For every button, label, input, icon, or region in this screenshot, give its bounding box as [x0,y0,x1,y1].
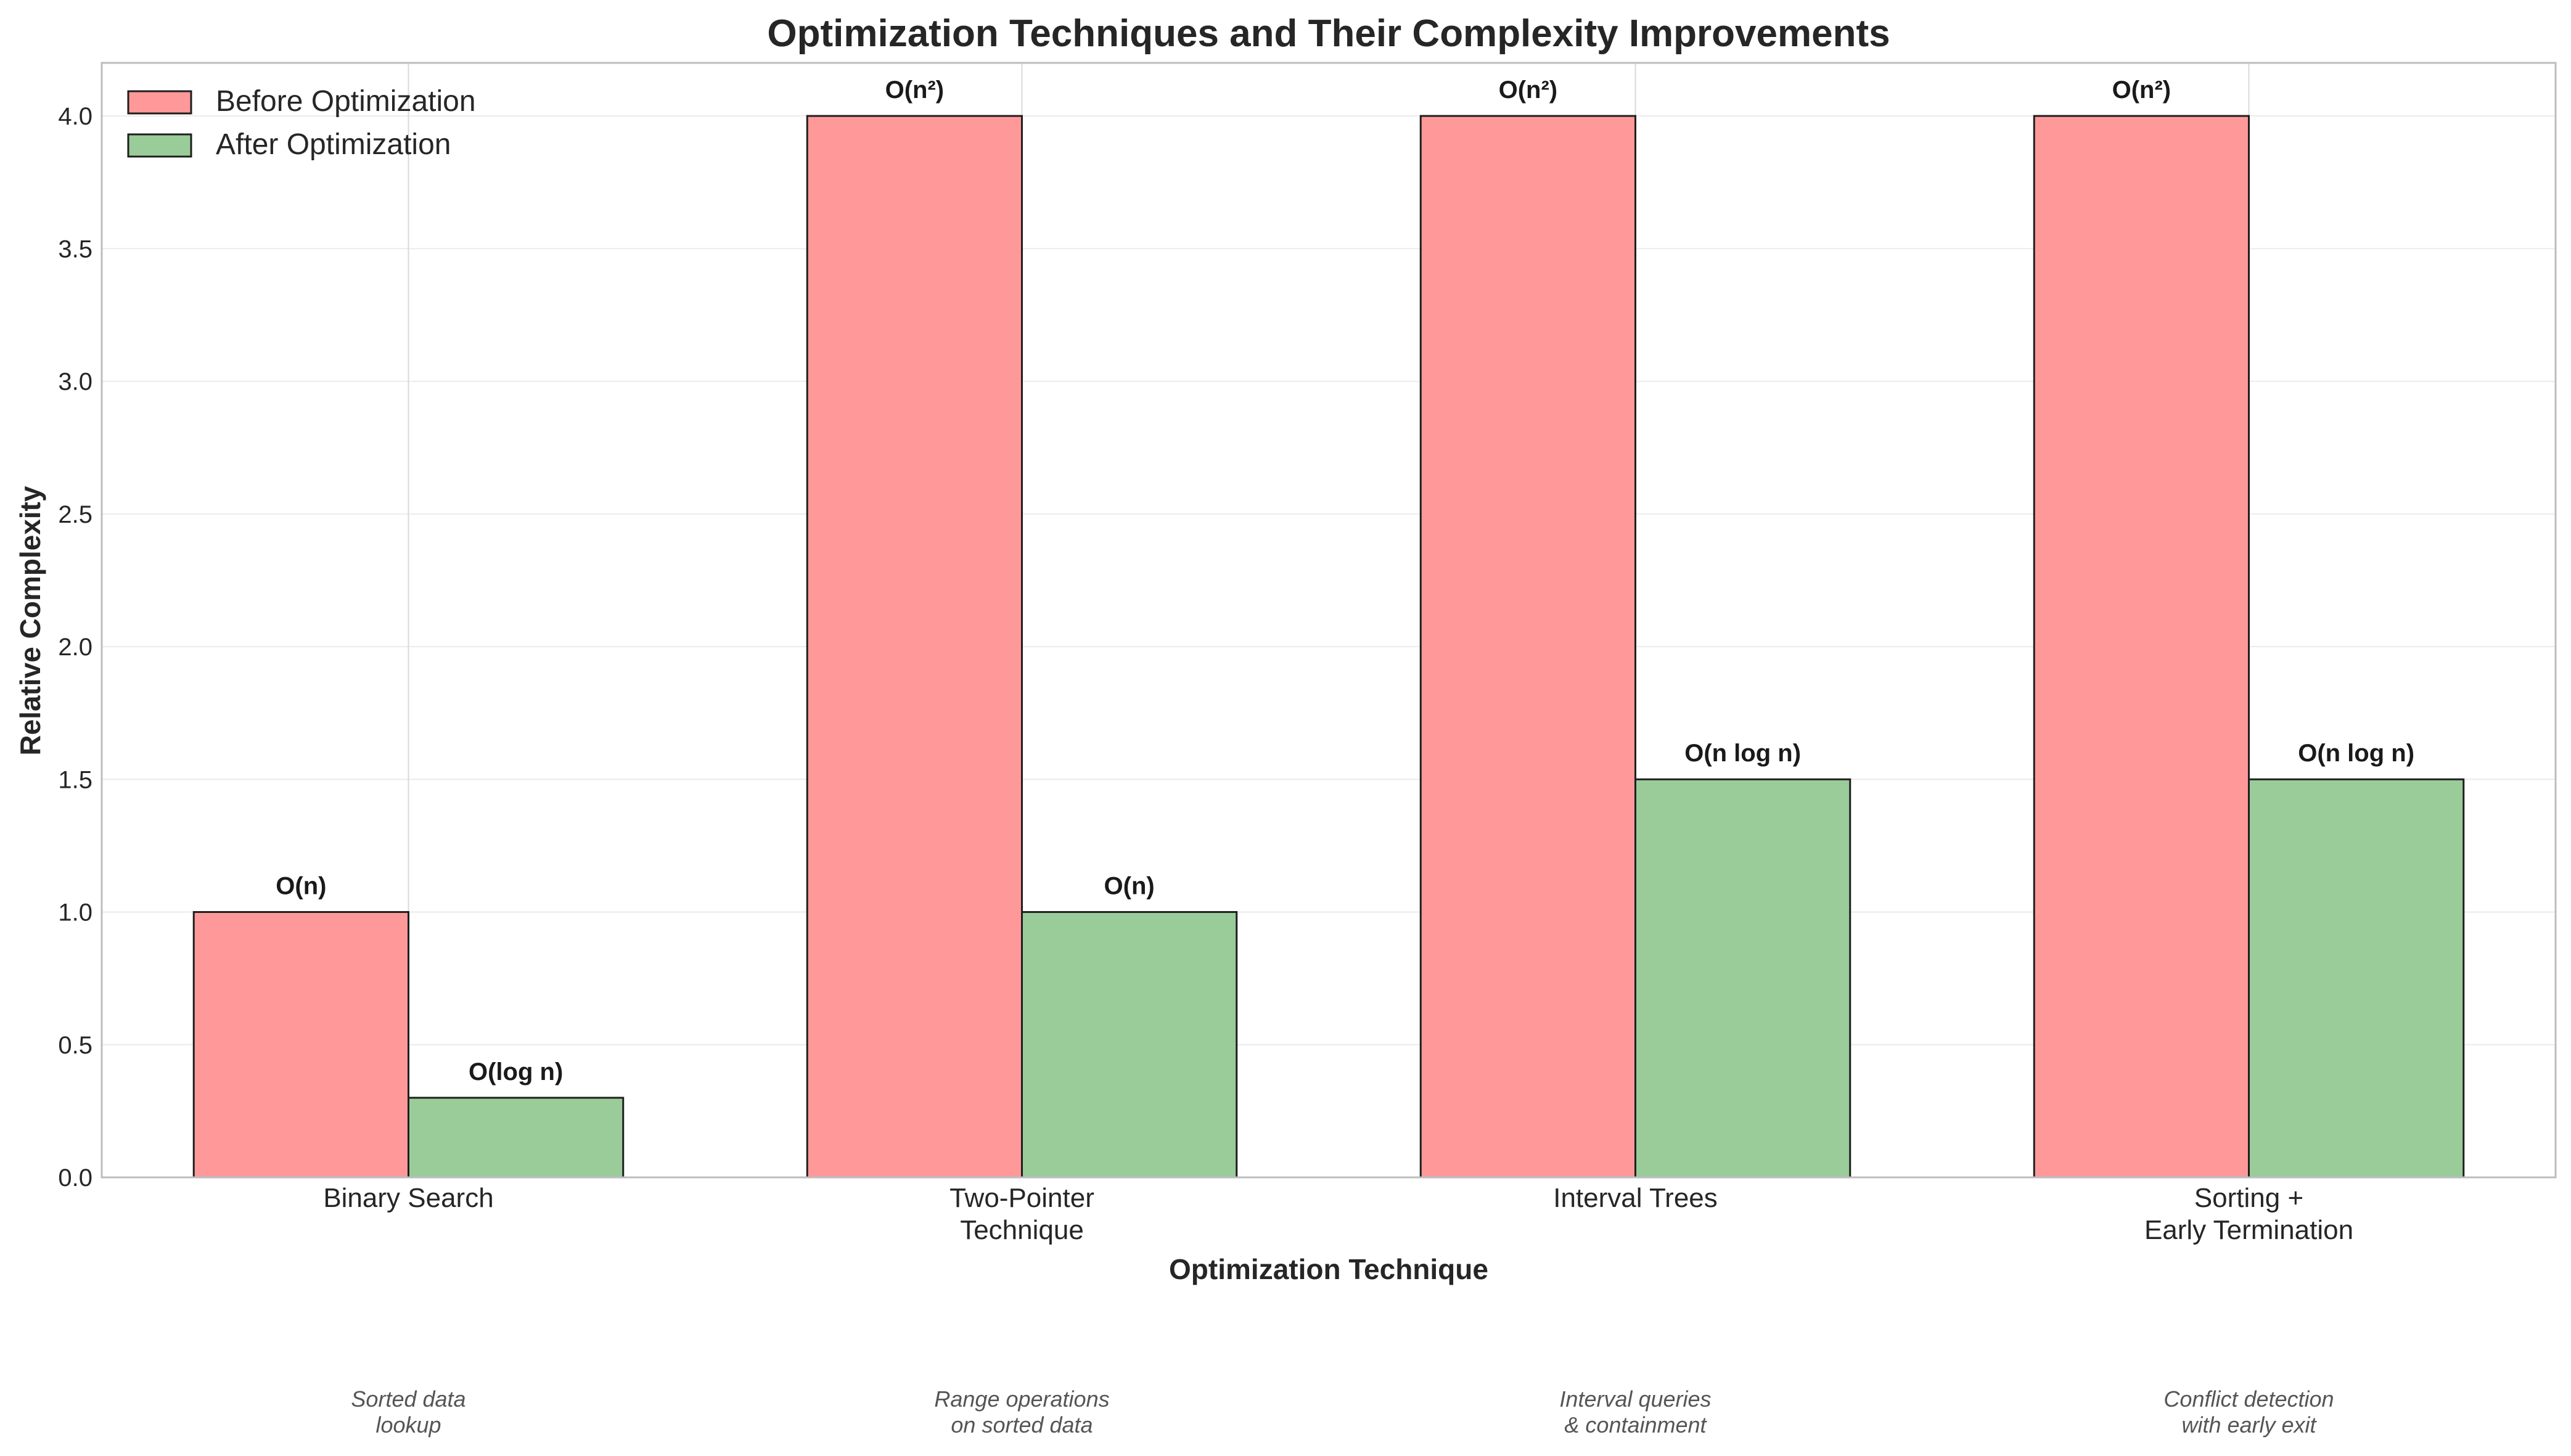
technique-note-line: on sorted data [951,1412,1093,1438]
technique-note-line: Range operations [934,1386,1109,1412]
y-tick-label: 1.0 [58,899,92,926]
y-tick-label: 2.0 [58,634,92,661]
bar-after-3 [2248,778,2465,1179]
x-tick-line: Technique [960,1215,1084,1245]
legend-swatch [127,133,192,158]
bar-before-1 [806,115,1023,1179]
label-before-1: O(n²) [885,76,945,104]
technique-note-line: Interval queries [1559,1386,1711,1412]
technique-notes: Sorted data lookup Range operations on sort… [351,1386,2334,1438]
bars [192,115,2465,1179]
y-tick-label: 3.5 [58,235,92,263]
plot-frame [100,62,2557,1179]
y-tick-label: 0.5 [58,1032,92,1059]
x-tick-label: Interval Trees [1553,1183,1718,1213]
bar-after-1 [1021,911,1238,1179]
x-tick-line: Sorting + [2194,1183,2303,1213]
x-tick-line: Binary Search [323,1183,493,1213]
legend: Before Optimization After Optimization [127,85,476,161]
legend-swatch [127,90,192,115]
y-tick-label: 0.0 [58,1164,92,1192]
label-after-0: O(log n) [469,1058,563,1086]
technique-note: Sorted data lookup [351,1386,465,1438]
technique-note-line: lookup [375,1412,441,1438]
x-tick-label: Sorting + Early Termination [2144,1183,2353,1245]
label-after-1: O(n) [1104,872,1155,899]
x-tick-line: Interval Trees [1553,1183,1718,1213]
y-axis-label: Relative Complexity [14,486,46,756]
legend-label: Before Optimization [216,85,476,118]
y-tick-label: 1.5 [58,766,92,793]
label-before-0: O(n) [276,872,326,899]
label-after-2: O(n log n) [1684,740,1801,767]
technique-note-line: & containment [1564,1412,1707,1438]
technique-note: Interval queries & containment [1559,1386,1711,1438]
x-ticks: Binary Search Two-Pointer Technique Interva… [323,1183,2353,1245]
technique-note-line: with early exit [2181,1412,2317,1438]
legend-label: After Optimization [216,128,451,161]
technique-note: Conflict detection with early exit [2163,1386,2334,1438]
bar-before-2 [1419,115,1636,1179]
technique-note-line: Sorted data [351,1386,465,1412]
technique-note: Range operations on sorted data [934,1386,1109,1438]
x-axis-label: Optimization Technique [1169,1253,1488,1285]
y-tick-label: 3.0 [58,369,92,396]
x-tick-label: Two-Pointer Technique [949,1183,1094,1245]
technique-note-line: Conflict detection [2163,1386,2334,1412]
bar-after-0 [408,1097,625,1179]
bar-before-0 [192,911,409,1179]
x-tick-line: Two-Pointer [949,1183,1094,1213]
y-ticks: 0.0 0.5 1.0 1.5 2.0 2.5 3.0 3.5 4.0 [58,103,92,1192]
x-tick-label: Binary Search [323,1183,493,1213]
y-tick-label: 4.0 [58,103,92,130]
label-before-3: O(n²) [2112,76,2171,104]
x-tick-line: Early Termination [2144,1215,2353,1245]
bar-after-2 [1634,778,1851,1179]
y-tick-label: 2.5 [58,501,92,528]
label-before-2: O(n²) [1499,76,1558,104]
label-after-3: O(n log n) [2298,740,2414,767]
data-labels: O(n) O(n²) O(n²) O(n²) O(log n) O(n) O(n log n… [276,76,2414,1086]
chart-title: Optimization Techniques and Their Comple… [767,12,1890,55]
bar-before-3 [2033,115,2250,1179]
